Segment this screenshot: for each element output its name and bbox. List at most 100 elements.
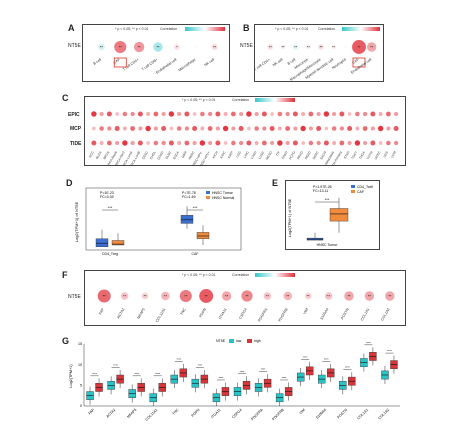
bubble [177,111,182,117]
column-label: SKCM [319,150,327,160]
legend-label: low [236,339,242,343]
bubble [211,43,218,51]
bubble [91,111,97,117]
bubble [199,289,214,303]
sig-stars: **** [240,370,246,374]
bubble [301,112,306,116]
panel-f-frame [84,270,406,326]
bubble [366,42,377,52]
bubble [308,111,314,117]
bubble-mark: ** [103,294,107,299]
bubble [254,111,259,117]
column-label: COL1A1 [360,308,370,322]
sig-stars: **** [134,372,140,376]
bubble [277,111,283,117]
bubble [305,44,311,50]
x-label: MFAP5 [126,408,137,419]
column-label: DLBC [165,150,173,160]
x-label: PDPN [191,408,201,418]
panel-d-stat: FC=1.69 [182,195,196,199]
bubble [292,44,299,50]
panel-a-legend-title: Correlation [160,27,178,31]
x-label: COL1A2 [378,408,391,421]
bubble [99,111,104,117]
bubble [98,43,105,51]
x-label: ITGA11 [210,408,221,419]
panel-f-significance: * p < 0.05; ** p < 0.01 [182,273,216,277]
column-label: LUAD [250,150,258,160]
panel-b-legend-title: Correlation [318,27,336,31]
bubble [200,126,205,131]
bubble [192,126,198,131]
bubble [168,140,174,146]
bubble [316,126,322,131]
sig-stars: **** [282,376,288,380]
bubble-mark: * [176,45,178,50]
column-label: UVM [390,150,397,158]
column-label: STAD [343,150,351,160]
bubble [169,126,174,131]
bubble [304,292,312,300]
legend-swatch [351,190,355,193]
panel-e-stat: P=1.97E-26 [313,185,332,189]
column-label: KIRC [219,150,227,159]
bubble [370,111,376,117]
sig-stars: **** [113,364,119,368]
panel-b-bubbles: **T cell CD4+**NK cell**B cell**Monocyte… [254,40,377,82]
bubble [238,126,244,131]
bubble [362,126,368,131]
bubble [292,111,298,117]
sig-stars: *** [193,205,198,210]
sig-stars: **** [345,366,351,370]
bubble-mark: ** [156,45,160,50]
bubble [285,140,290,146]
panel-c-row-epic: EPIC [68,112,80,118]
box-tumor [95,238,109,248]
bubble-mark: ** [368,294,372,299]
box-normal [196,232,210,239]
sig-stars: **** [219,376,225,380]
bubble-mark: ** [164,294,168,299]
bubble [99,126,104,131]
bubble [146,141,150,145]
bubble [347,126,353,131]
panel-a-row-label: NT5E [68,43,81,49]
bubble [130,111,135,117]
x-label: CSPG4 [231,408,242,419]
bubble [254,141,259,145]
column-label: COL1A2 [380,308,390,322]
column-label: LIHC [243,150,250,159]
bubble [246,111,252,117]
bubble [354,140,361,146]
column-label: CHOL [149,150,157,160]
column-label: CAF [351,57,360,65]
bubble [270,140,275,146]
panel-c-bubbles: ACC BLCA BRCABRCA-BasalBRCA-Her2BRCA-LumAB… [88,111,399,166]
bubble [323,140,329,146]
bubble [377,125,384,132]
panel-c-label: C [62,93,69,103]
bubble [115,140,120,146]
column-label: PCPG [288,150,296,160]
panel-e-frame [285,180,380,250]
bubble-mark: ** [294,45,298,50]
panel-g-label: G [62,336,70,346]
column-label: T cell CD4+ [254,58,271,72]
bubble [179,289,192,303]
bubble [285,111,290,117]
bubble [120,292,129,300]
column-label: PDGFRB [278,307,289,322]
bubble [215,126,220,131]
panel-g-chart: 0 5 10 15 Log2(TPM+1) NT5E low high **** FAP **** A… [69,339,400,422]
bubble [246,140,252,146]
legend-swatch [351,185,355,188]
bubble [176,126,182,131]
bubble [241,290,253,302]
bubble [269,126,275,131]
column-label: OV [275,150,281,157]
column-label: GBM [181,150,188,159]
bubble [344,291,354,301]
bubble [316,111,321,117]
bubble [316,140,321,146]
